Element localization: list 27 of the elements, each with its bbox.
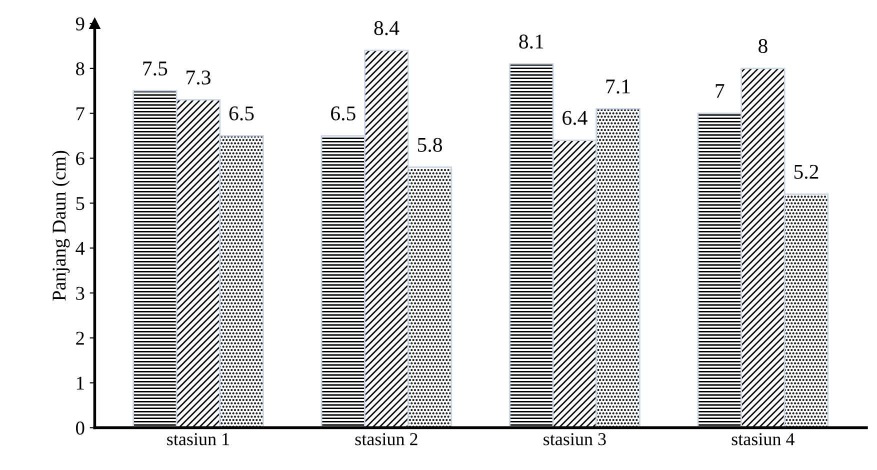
x-tick-label: stasiun 3 — [544, 433, 606, 446]
y-tick-label: 4 — [76, 242, 85, 255]
y-tick-label: 8 — [76, 62, 84, 76]
data-label: 6.5 — [331, 106, 356, 121]
y-tick-label: 1 — [76, 376, 84, 390]
data-label: 5.2 — [794, 164, 818, 179]
data-label: 5.8 — [418, 138, 442, 152]
x-tick-label: stasiun 1 — [167, 433, 230, 446]
x-tick-label: stasiun 4 — [732, 433, 795, 446]
y-tick-label: 7 — [76, 107, 84, 120]
y-tick-label: 6 — [76, 152, 84, 166]
data-label: 8 — [758, 39, 768, 54]
data-label: 7.1 — [606, 80, 630, 94]
data-label: 8.4 — [374, 21, 400, 36]
y-tick-label: 2 — [76, 332, 84, 345]
y-tick-label: 5 — [76, 197, 84, 210]
y-tick-label: 0 — [76, 422, 84, 435]
y-tick-label: 3 — [76, 286, 84, 300]
x-tick-label: stasiun 2 — [355, 433, 418, 446]
y-tick-label: 9 — [76, 17, 84, 30]
data-label: 8.1 — [519, 34, 544, 49]
data-label: 6.5 — [229, 106, 254, 121]
data-label: 6.4 — [562, 110, 588, 126]
data-label: 7.5 — [143, 62, 168, 76]
y-axis-title: Panjang Daun (cm) — [52, 150, 70, 301]
data-label: 7.3 — [186, 70, 210, 85]
data-label: 7 — [716, 84, 724, 98]
